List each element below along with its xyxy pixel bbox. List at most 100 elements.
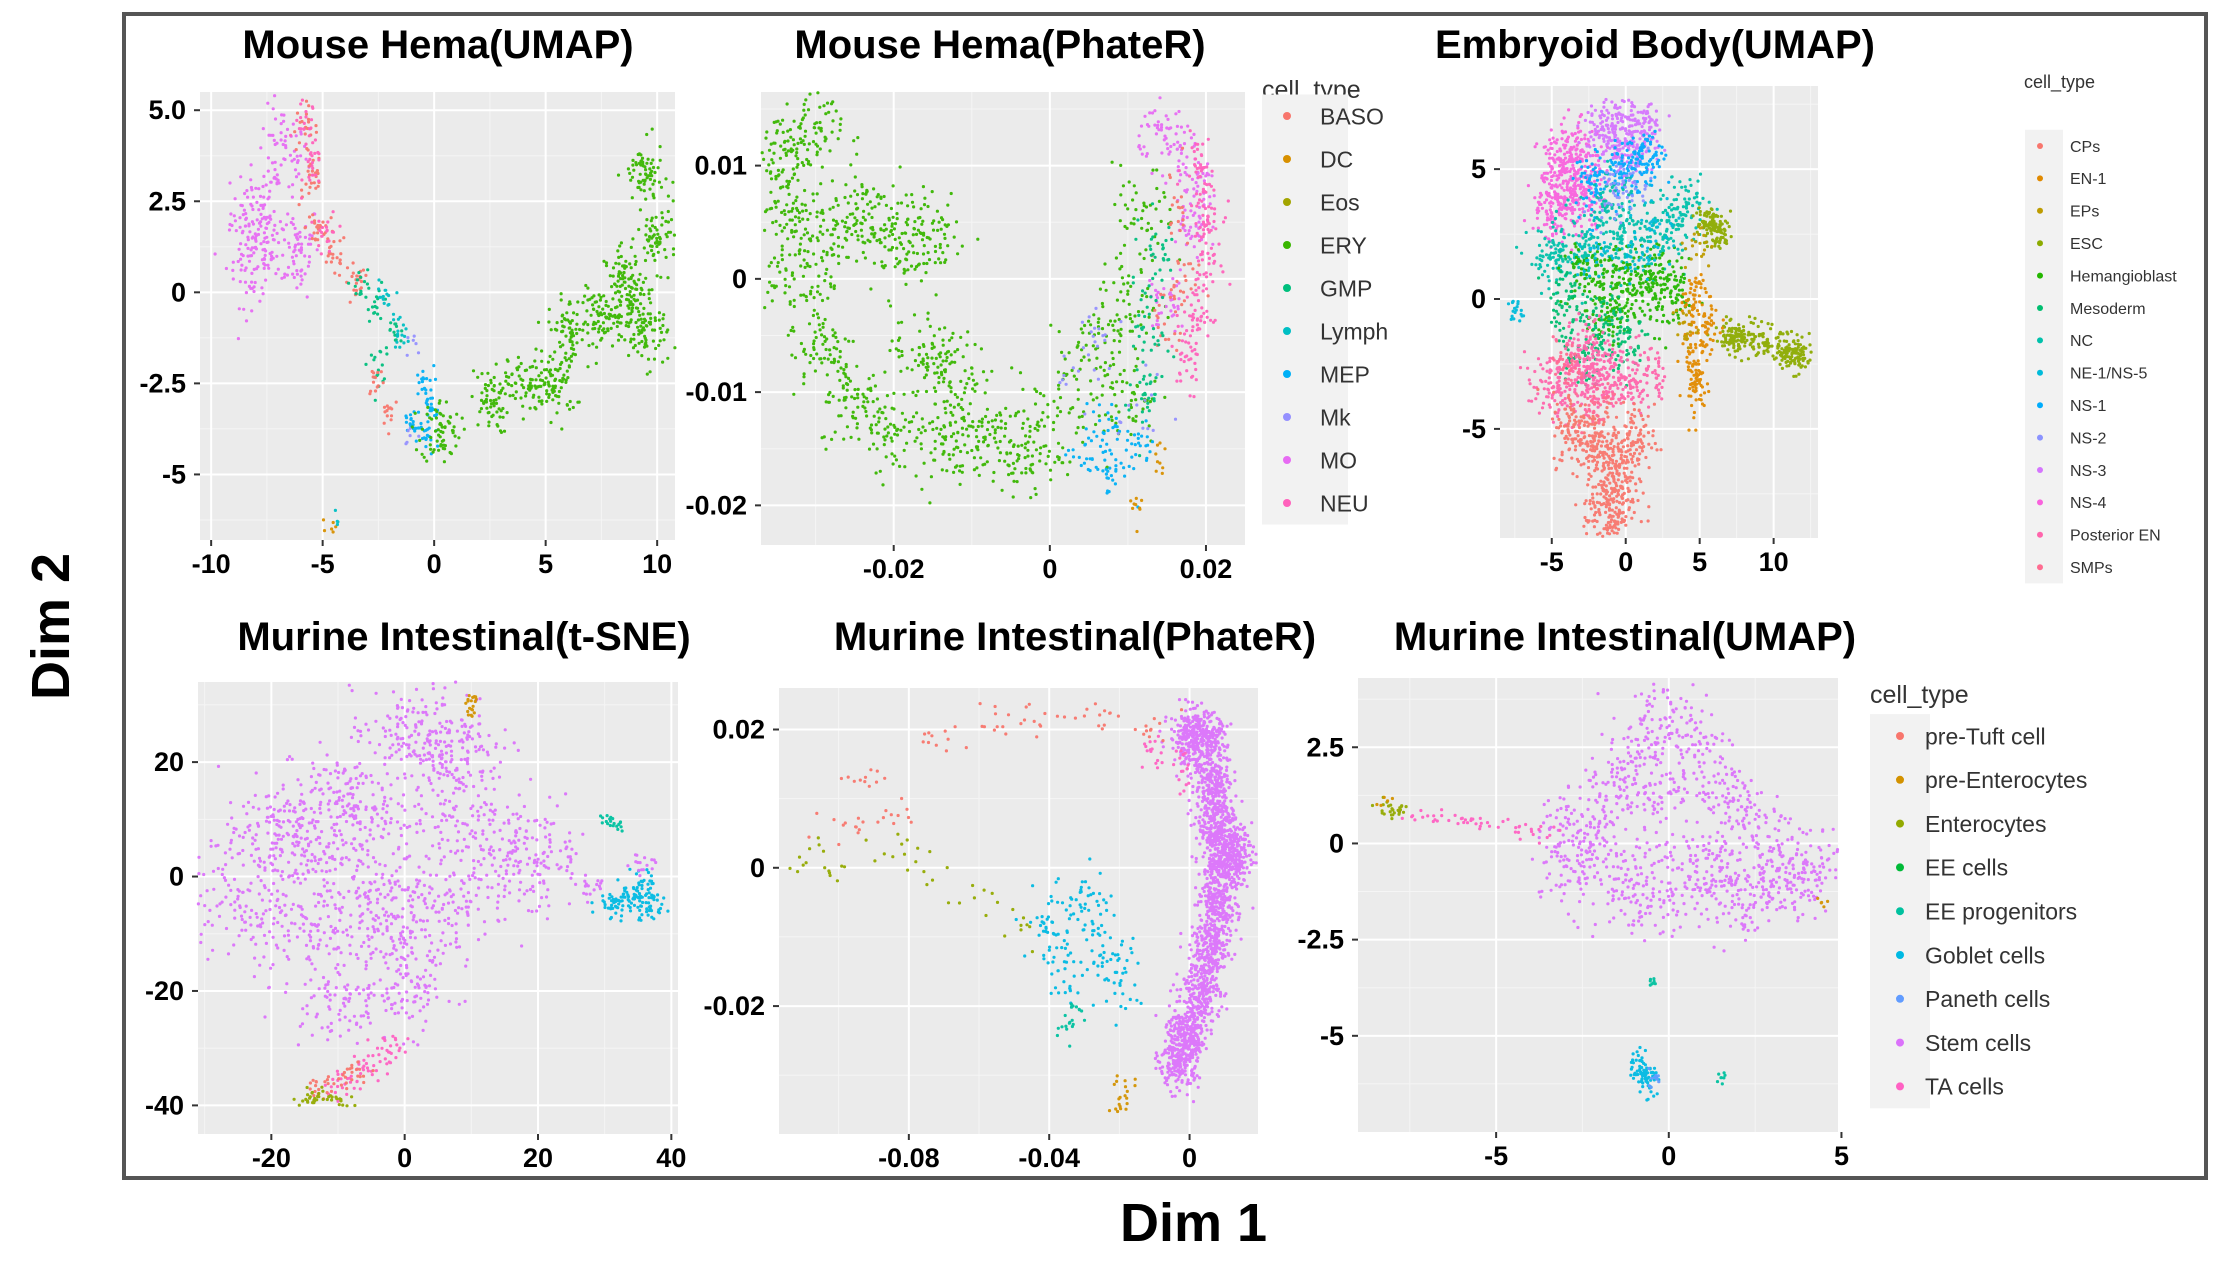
- legend-label: NS-3: [2070, 463, 2107, 480]
- legend-label: BASO: [1320, 103, 1384, 129]
- legend-swatch: [2037, 531, 2043, 538]
- legend-swatch: [2037, 272, 2043, 279]
- legend-label: Mesoderm: [2070, 301, 2146, 318]
- legend-title: cell_type: [2024, 72, 2095, 93]
- point-cluster-pre-enterocytes: [464, 694, 478, 718]
- y-tick-label: -0.02: [703, 991, 765, 1021]
- x-tick-label: -20: [252, 1143, 291, 1173]
- legend-swatch: [1283, 112, 1291, 120]
- legend-swatch: [2037, 207, 2043, 214]
- scatter-points: [1370, 682, 1840, 1102]
- point-cluster-cps: [1536, 387, 1663, 538]
- y-tick-label: 0: [169, 862, 184, 892]
- legend-label: Eos: [1320, 189, 1360, 215]
- point-cluster-baso: [1150, 146, 1210, 352]
- panel-title: Mouse Hema(PhateR): [794, 23, 1205, 67]
- x-tick-label: -5: [1540, 547, 1564, 577]
- point-cluster-ne-1-ns-5: [1506, 299, 1526, 323]
- y-tick-label: 0: [171, 277, 186, 307]
- legend-swatch: [2037, 337, 2043, 344]
- panel-3: -5 0 5 10 -5 0 5 Embryoid Body(UMAP): [1435, 23, 1875, 577]
- legend-label: Enterocytes: [1925, 811, 2046, 837]
- x-tick-label: 0: [427, 549, 442, 579]
- shared-y-axis-label: Dim 2: [21, 552, 81, 700]
- legend-swatch: [1896, 863, 1904, 872]
- panel-title: Murine Intestinal(t-SNE): [237, 615, 690, 659]
- point-cluster-pre-tuft-cell: [807, 702, 1184, 847]
- y-tick-label: 2.5: [1306, 732, 1344, 762]
- legend-label: EN-1: [2070, 171, 2107, 188]
- point-cluster-en-1: [1676, 273, 1725, 432]
- y-tick-label: 0.01: [694, 151, 747, 181]
- legend-label: GMP: [1320, 275, 1372, 301]
- x-tick-label: -5: [311, 549, 335, 579]
- panel-2: -0.02 0 0.02 -0.02 -0.01 0 0.01 Mouse Hema(Phat…: [685, 23, 1245, 584]
- legend-swatch: [1896, 994, 1904, 1003]
- legend-swatch: [1896, 775, 1904, 784]
- point-cluster-ery: [1010, 160, 1182, 477]
- scatter-points: [760, 91, 1232, 534]
- x-tick-label: 0.02: [1180, 554, 1233, 584]
- legend-swatch: [1283, 327, 1291, 335]
- x-tick-label: 0: [1661, 1141, 1676, 1171]
- point-cluster-stem-cells: [1530, 682, 1840, 953]
- point-cluster-ery: [760, 91, 1072, 505]
- legend-label: EE cells: [1925, 855, 2008, 881]
- legend-swatch: [2037, 143, 2043, 149]
- shared-x-axis-label: Dim 1: [1120, 1193, 1268, 1253]
- point-cluster-smps: [1551, 335, 1623, 435]
- legend-swatch: [1283, 413, 1291, 421]
- y-tick-label: 20: [154, 747, 184, 777]
- legend-swatch: [1896, 1038, 1904, 1047]
- x-tick-label: -0.02: [863, 554, 925, 584]
- y-tick-label: 0: [732, 264, 747, 294]
- legend-swatch: [1896, 907, 1904, 916]
- y-tick-label: 0: [1471, 284, 1486, 314]
- legend-label: Posterior EN: [2070, 528, 2161, 545]
- panel-title: Embryoid Body(UMAP): [1435, 23, 1875, 67]
- legend-swatch: [2037, 175, 2043, 182]
- point-cluster-stem-cells: [574, 853, 658, 904]
- legend-label: EE progenitors: [1925, 898, 2077, 924]
- legend-swatch: [2037, 402, 2043, 409]
- x-tick-label: 0: [1042, 554, 1057, 584]
- y-tick-label: 0: [750, 853, 765, 883]
- point-cluster-ne-1-ns-5: [1576, 183, 1681, 286]
- legend-label: ESC: [2070, 236, 2103, 253]
- y-tick-label: 5: [1471, 154, 1486, 184]
- point-cluster-stem-cells: [1153, 698, 1258, 1104]
- panel-title: Mouse Hema(UMAP): [242, 23, 633, 67]
- plot-background: [761, 92, 1245, 545]
- legend-label: Hemangioblast: [2070, 268, 2177, 285]
- scatter-points: [1506, 97, 1813, 538]
- plot-background: [200, 92, 675, 540]
- legend-swatch: [1283, 499, 1291, 507]
- legend-swatch: [2037, 434, 2043, 441]
- x-tick-label: 5: [538, 549, 553, 579]
- legend-label: TA cells: [1925, 1074, 2004, 1100]
- panel-4: -20 0 20 40 -40 -20 0 20 Murine Intestinal(t-SNE…: [145, 615, 691, 1173]
- legend-2: cell_type CPs EN-1 EPs ESC Hemangioblast Mesod…: [2024, 72, 2177, 584]
- legend-swatch: [1283, 284, 1291, 292]
- legend-swatch: [2037, 467, 2043, 473]
- x-tick-label: -0.08: [878, 1143, 940, 1173]
- point-cluster-stem-cells: [196, 680, 654, 1047]
- y-tick-label: -40: [145, 1090, 184, 1120]
- legend-swatch: [1896, 819, 1904, 828]
- legend-label: Stem cells: [1925, 1030, 2031, 1056]
- scatter-points: [213, 94, 677, 534]
- point-cluster-ta-cells: [1140, 734, 1191, 796]
- y-tick-label: -0.02: [685, 490, 747, 520]
- legend-swatch: [1283, 456, 1291, 464]
- x-tick-label: 10: [642, 549, 672, 579]
- point-cluster-goblet-cells: [590, 867, 670, 923]
- point-cluster-lymph: [377, 278, 410, 349]
- legend-swatch: [1283, 155, 1291, 163]
- point-cluster-paneth-cells: [1647, 1066, 1661, 1089]
- legend-label: NEU: [1320, 490, 1369, 516]
- point-cluster-ee-progenitors: [599, 814, 624, 833]
- x-tick-label: 10: [1759, 547, 1789, 577]
- x-tick-label: 0: [397, 1143, 412, 1173]
